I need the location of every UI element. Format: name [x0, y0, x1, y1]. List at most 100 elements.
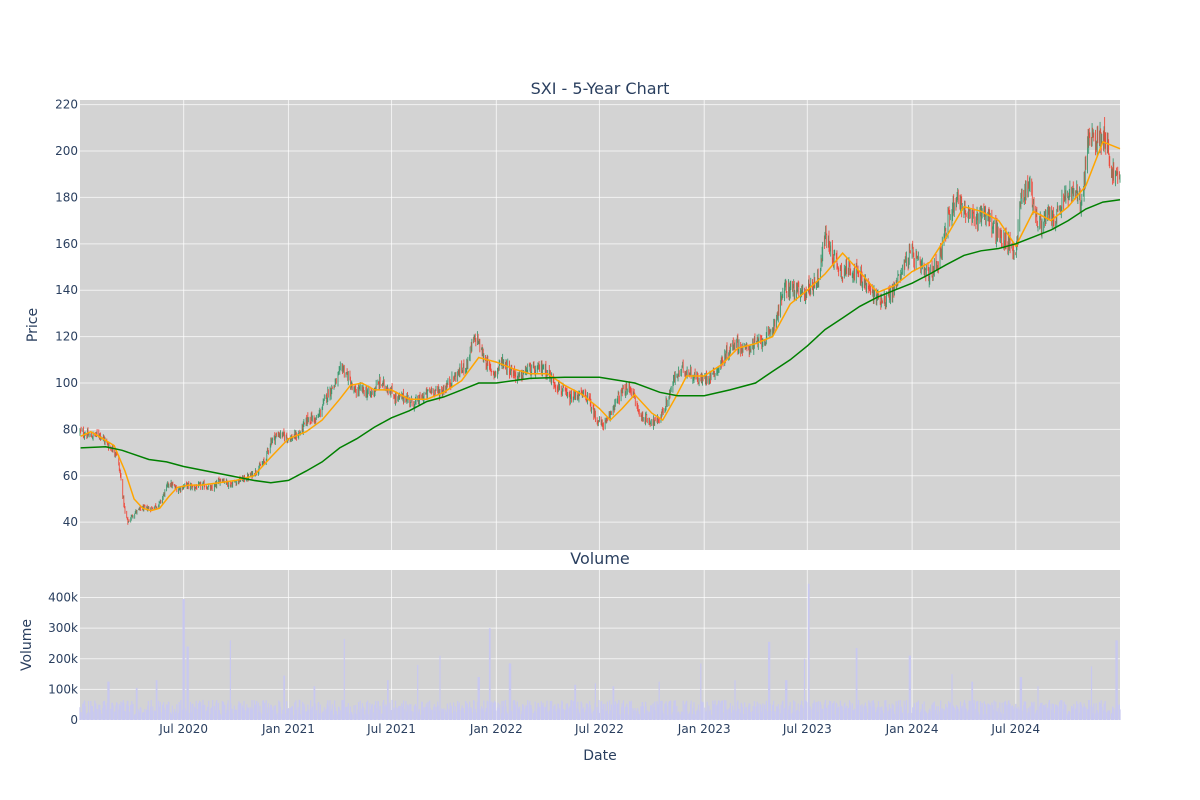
- volume-bar: [160, 712, 162, 720]
- volume-bar: [407, 705, 409, 720]
- volume-bar: [744, 708, 746, 720]
- volume-bar: [491, 701, 493, 720]
- volume-bar: [580, 701, 582, 720]
- volume-bar: [877, 701, 880, 720]
- price-y-tick-label: 180: [55, 190, 78, 204]
- volume-bar: [582, 707, 585, 720]
- volume-bar: [892, 709, 894, 720]
- price-y-tick-label: 220: [55, 98, 78, 112]
- volume-bar: [427, 701, 429, 720]
- volume-bar: [884, 700, 886, 720]
- volume-bar: [1017, 706, 1019, 720]
- volume-bar: [192, 703, 194, 720]
- volume-bar: [917, 700, 919, 720]
- volume-bar: [367, 700, 369, 720]
- volume-bar: [200, 702, 202, 720]
- volume-bar: [682, 700, 684, 720]
- volume-bar: [765, 714, 767, 720]
- volume-bar: [1049, 703, 1051, 720]
- volume-bar: [1001, 702, 1003, 720]
- volume-bar: [483, 700, 485, 720]
- volume-bar: [507, 713, 509, 720]
- volume-bar: [202, 699, 204, 720]
- volume-bar: [410, 704, 412, 720]
- volume-bar: [183, 599, 185, 720]
- volume-bar: [985, 713, 987, 720]
- volume-bar: [262, 700, 264, 720]
- volume-bar: [1051, 703, 1053, 720]
- volume-bar: [871, 700, 873, 720]
- volume-bar: [652, 703, 654, 720]
- volume-bar: [212, 700, 214, 720]
- volume-bar: [720, 701, 722, 720]
- volume-bar: [842, 710, 844, 720]
- volume-bar: [357, 702, 360, 720]
- volume-bar: [562, 709, 565, 720]
- volume-bar: [323, 707, 325, 720]
- volume-bar: [901, 712, 903, 720]
- volume-bar: [977, 701, 979, 720]
- volume-bar: [1064, 713, 1066, 720]
- volume-bar: [660, 700, 662, 720]
- volume-bar: [229, 640, 231, 720]
- volume-bar: [598, 700, 600, 720]
- volume-bar: [806, 702, 808, 720]
- x-tick-label: Jan 2023: [677, 722, 731, 736]
- volume-bar: [271, 710, 274, 720]
- volume-bar: [447, 708, 449, 720]
- volume-bar: [734, 680, 736, 720]
- volume-bar: [654, 710, 656, 720]
- volume-bar: [118, 704, 120, 720]
- volume-bar: [291, 705, 293, 720]
- volume-bar: [523, 706, 525, 720]
- volume-bar: [773, 700, 775, 720]
- volume-bar: [893, 714, 896, 720]
- volume-bar: [1059, 701, 1061, 720]
- volume-bar: [838, 706, 840, 720]
- volume-bar: [156, 680, 158, 720]
- short-moving-average-line: [80, 140, 1121, 512]
- volume-bar: [572, 701, 574, 720]
- volume-bar: [650, 705, 652, 720]
- volume-bar: [618, 714, 620, 720]
- volume-bar: [259, 712, 262, 720]
- volume-bar: [353, 705, 355, 720]
- volume-bar: [135, 713, 137, 720]
- volume-bar: [187, 646, 189, 720]
- volume-bar: [826, 707, 828, 720]
- volume-bar: [123, 702, 125, 720]
- volume-bar: [769, 641, 771, 720]
- volume-bar: [319, 704, 321, 720]
- x-tick-label: Jul 2020: [158, 722, 208, 736]
- volume-bar: [937, 714, 939, 720]
- volume-bar: [338, 707, 340, 720]
- volume-bar: [451, 712, 453, 720]
- volume-bar: [601, 701, 603, 720]
- volume-bar: [1056, 714, 1058, 720]
- volume-bar: [621, 703, 623, 720]
- volume-bar: [830, 701, 832, 720]
- volume-bar: [973, 700, 975, 720]
- volume-bar: [900, 706, 902, 720]
- volume-y-tick-label: 100k: [48, 682, 78, 696]
- volume-bar: [766, 711, 768, 720]
- volume-bar: [793, 712, 795, 720]
- volume-bar: [227, 700, 229, 720]
- x-tick-label: Jan 2022: [469, 722, 523, 736]
- volume-bar: [116, 703, 118, 720]
- volume-bar: [143, 712, 145, 720]
- volume-bar: [613, 714, 615, 720]
- volume-bar: [90, 705, 92, 720]
- volume-bar: [475, 712, 477, 720]
- volume-bar: [666, 714, 668, 720]
- volume-bar: [184, 708, 186, 720]
- volume-bar: [997, 707, 999, 720]
- chart-title: SXI - 5-Year Chart: [531, 79, 670, 98]
- price-y-tick-label: 60: [63, 469, 78, 483]
- volume-bar: [638, 714, 640, 720]
- volume-bar: [1089, 705, 1091, 720]
- volume-bar: [112, 705, 114, 720]
- volume-bar: [1027, 707, 1029, 720]
- volume-bar: [473, 701, 475, 720]
